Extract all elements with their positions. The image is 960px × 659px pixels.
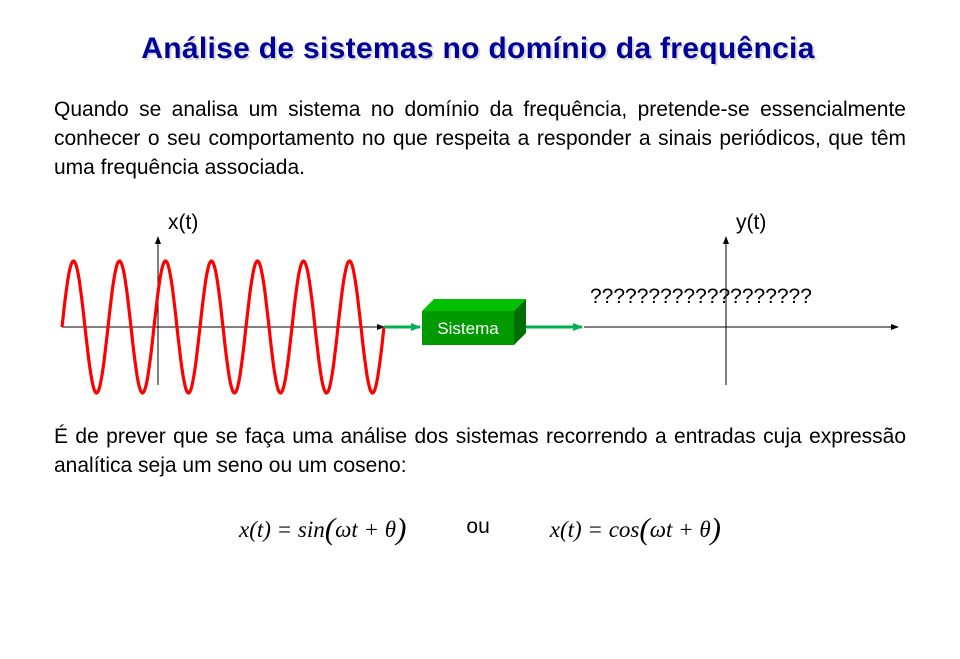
intro-paragraph: Quando se analisa um sistema no domínio … bbox=[54, 96, 906, 183]
second-paragraph: É de prever que se faça uma análise dos … bbox=[54, 423, 906, 481]
svg-text:???????????????????: ??????????????????? bbox=[590, 285, 812, 308]
svg-text:y(t): y(t) bbox=[736, 211, 766, 234]
formula-row: x(t) = sin(ωt + θ) ou x(t) = cos(ωt + θ) bbox=[54, 509, 906, 545]
formula-cos: x(t) = cos(ωt + θ) bbox=[550, 509, 721, 545]
system-diagram: Sistema x(t) y(t)??????????????????? bbox=[54, 205, 906, 399]
title-main: Análise de sistemas no domínio da frequê… bbox=[141, 32, 814, 66]
formula-sin: x(t) = sin(ωt + θ) bbox=[239, 509, 406, 545]
formula-or: ou bbox=[466, 515, 489, 539]
svg-text:x(t): x(t) bbox=[168, 211, 198, 234]
svg-text:Sistema: Sistema bbox=[437, 319, 499, 338]
page-title: Análise de sistemas no domínio da frequê… bbox=[54, 34, 906, 68]
